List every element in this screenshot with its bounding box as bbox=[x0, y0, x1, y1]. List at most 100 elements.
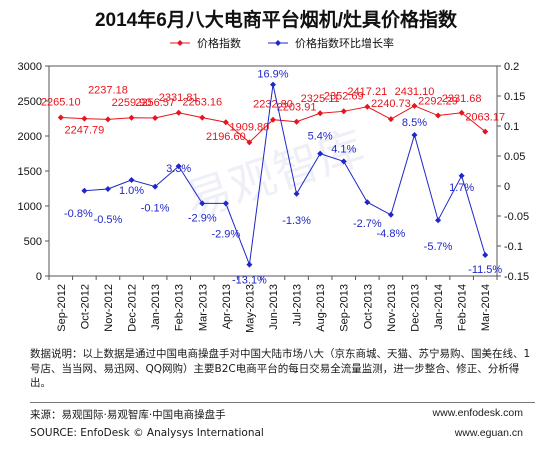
data-point-growth bbox=[435, 217, 442, 224]
y-right-tick-label: -0.15 bbox=[504, 271, 529, 283]
data-label-growth: 4.1% bbox=[331, 143, 356, 155]
data-point-growth bbox=[175, 163, 182, 170]
chart: 易观智库 2014年6月八大电商平台烟机/灶具价格指数 价格指数 价格指数环比增… bbox=[18, 8, 530, 333]
series-growth: -0.8%-0.5% 1.0% -0.1% 3.3% -2.9% -2.9% -13.1% 1… bbox=[64, 69, 502, 287]
x-tick-label: Dec-2012 bbox=[127, 284, 139, 332]
chart-title: 2014年6月八大电商平台烟机/灶具价格指数 bbox=[95, 8, 458, 31]
data-point-price bbox=[340, 108, 347, 115]
data-label-price: 2263.16 bbox=[182, 97, 222, 109]
data-point-growth bbox=[411, 132, 418, 138]
y-right-tick-label: -0.05 bbox=[504, 211, 529, 223]
data-label-price: 2232.80 bbox=[253, 99, 293, 111]
data-point-price bbox=[364, 103, 371, 110]
data-point-price bbox=[435, 112, 442, 119]
legend: 价格指数 价格指数环比增长率 bbox=[170, 36, 394, 50]
data-point-price bbox=[293, 118, 300, 125]
data-point-growth bbox=[387, 211, 394, 218]
data-label-growth: -5.7% bbox=[424, 241, 453, 253]
data-label-price: 2331.81 bbox=[159, 92, 199, 104]
data-point-growth bbox=[317, 150, 324, 157]
legend-label-growth: 价格指数环比增长率 bbox=[295, 36, 394, 50]
data-label-growth: 5.4% bbox=[308, 131, 333, 143]
data-label-growth: 8.5% bbox=[402, 117, 427, 129]
data-label-growth: -2.9% bbox=[211, 228, 240, 240]
data-label-price: 2352.69 bbox=[324, 90, 364, 102]
data-label-price: 2240.73 bbox=[371, 98, 411, 110]
data-point-price bbox=[81, 115, 88, 122]
data-point-price bbox=[128, 114, 135, 121]
data-label-growth: -4.8% bbox=[377, 228, 406, 240]
data-description: 数据说明：以上数据是通过中国电商操盘手对中国大陆市场八大（京东商城、天猫、苏宁易… bbox=[30, 348, 531, 389]
x-tick-label: Apr-2013 bbox=[221, 284, 233, 329]
y-right-tick-label: 0 bbox=[504, 181, 510, 193]
data-label-price: 2265.10 bbox=[41, 96, 81, 108]
legend-marker-growth bbox=[275, 40, 281, 46]
data-label-growth: -11.5% bbox=[468, 264, 502, 276]
x-tick-label: Mar-2013 bbox=[197, 284, 209, 331]
data-label-growth: -2.7% bbox=[353, 218, 382, 230]
data-point-growth bbox=[199, 200, 206, 207]
y-left-tick-label: 1000 bbox=[18, 201, 42, 213]
x-tick-label: Dec-2013 bbox=[409, 284, 421, 332]
y-left-tick-label: 500 bbox=[24, 236, 42, 248]
footer-divider bbox=[30, 402, 535, 403]
x-tick-label: Jan-2014 bbox=[433, 284, 445, 330]
x-tick-label: Mar-2014 bbox=[480, 284, 492, 331]
data-label-price: 2237.18 bbox=[88, 84, 128, 96]
data-label-growth: -0.5% bbox=[94, 214, 123, 226]
data-point-price bbox=[482, 128, 489, 135]
data-point-price bbox=[246, 139, 253, 146]
data-point-price bbox=[175, 109, 182, 116]
data-point-growth bbox=[81, 187, 88, 194]
data-point-price bbox=[152, 115, 159, 122]
data-point-growth bbox=[152, 183, 159, 190]
data-label-growth: -2.9% bbox=[188, 212, 217, 224]
data-point-price bbox=[270, 116, 276, 123]
data-point-price bbox=[57, 114, 64, 121]
y-left-tick-label: 2500 bbox=[18, 96, 42, 108]
data-point-growth bbox=[128, 177, 135, 183]
data-point-price bbox=[317, 110, 324, 117]
x-tick-label: Sep-2013 bbox=[339, 284, 351, 332]
y-left-tick-label: 2000 bbox=[18, 131, 42, 143]
data-label-price: 2331.68 bbox=[442, 93, 482, 105]
series-line-growth bbox=[84, 84, 486, 265]
data-point-growth bbox=[293, 190, 300, 197]
data-label-price: 1909.80 bbox=[230, 121, 270, 133]
data-point-growth bbox=[340, 158, 347, 165]
y-left-tick-label: 0 bbox=[36, 271, 42, 283]
y-right-tick-label: 0.2 bbox=[504, 61, 519, 73]
data-point-growth bbox=[482, 252, 489, 258]
x-tick-label: Oct-2012 bbox=[79, 284, 91, 329]
data-label-growth: 1.7% bbox=[449, 182, 474, 194]
data-point-price bbox=[411, 102, 418, 109]
data-label-price: 2417.21 bbox=[347, 86, 387, 98]
data-point-growth bbox=[222, 200, 229, 207]
x-tick-label: Feb-2014 bbox=[457, 284, 469, 331]
data-label-growth: 16.9% bbox=[257, 69, 288, 81]
x-tick-label: Nov-2013 bbox=[386, 284, 398, 332]
data-label-growth: -0.1% bbox=[141, 203, 170, 215]
data-point-growth bbox=[270, 81, 276, 88]
x-tick-label: Nov-2012 bbox=[103, 284, 115, 332]
axes: 0 500 1000 1500 2000 2500 3000 -0.15 -0.1 -0.05 0 0… bbox=[18, 61, 530, 333]
data-point-growth bbox=[246, 261, 253, 268]
data-label-price: 2256.57 bbox=[135, 97, 175, 109]
data-label-growth: 1.0% bbox=[119, 185, 144, 197]
data-label-price: 2259.90 bbox=[112, 97, 152, 109]
data-label-growth: -13.1% bbox=[232, 275, 267, 287]
data-label-price: 2063.17 bbox=[465, 112, 505, 124]
data-point-price bbox=[222, 119, 229, 126]
data-label-price: 2247.79 bbox=[64, 125, 104, 137]
data-label-price: 2325.11 bbox=[301, 93, 340, 105]
x-tick-label: Jun-2013 bbox=[268, 284, 280, 330]
legend-marker-price bbox=[177, 40, 183, 46]
data-point-price bbox=[199, 114, 206, 121]
x-tick-label: Jan-2013 bbox=[150, 284, 162, 330]
source-en: SOURCE: EnfoDesk © Analysys Internationa… bbox=[30, 427, 264, 439]
data-point-growth bbox=[104, 186, 111, 192]
x-tick-label: Jul-2013 bbox=[292, 284, 304, 326]
y-left-tick-label: 3000 bbox=[18, 61, 42, 73]
x-tick-label: May-2013 bbox=[244, 284, 256, 333]
